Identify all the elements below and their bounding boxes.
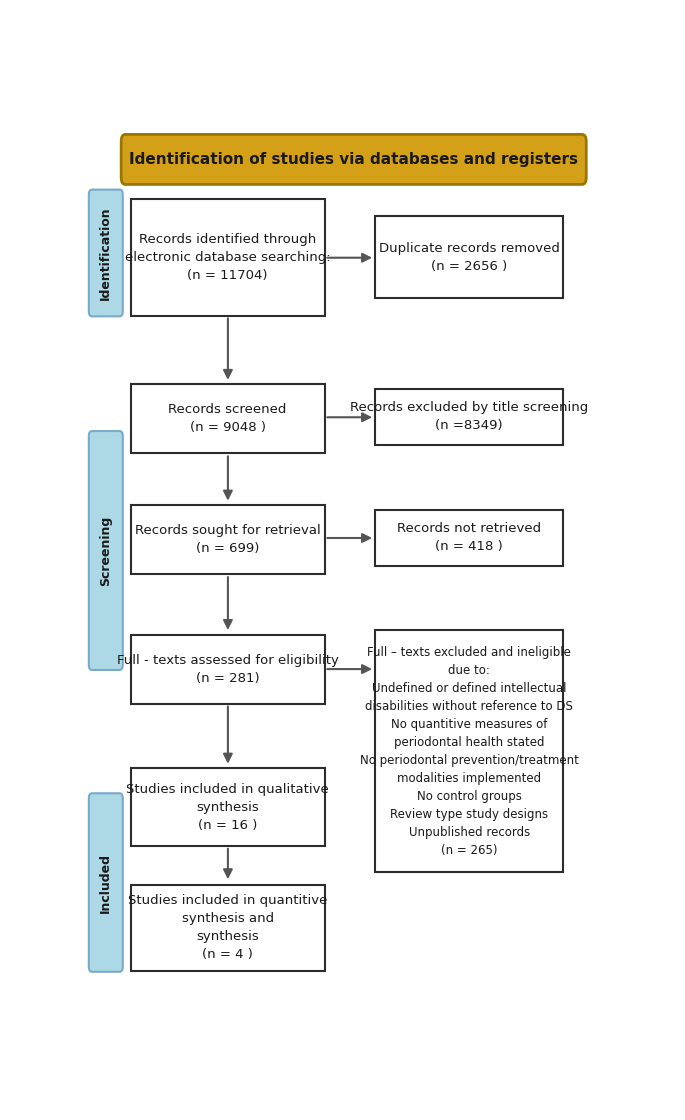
FancyBboxPatch shape — [131, 885, 325, 971]
FancyBboxPatch shape — [375, 631, 563, 871]
FancyBboxPatch shape — [375, 216, 563, 298]
Text: Included: Included — [99, 852, 112, 913]
FancyBboxPatch shape — [131, 768, 325, 846]
FancyBboxPatch shape — [89, 431, 123, 670]
FancyBboxPatch shape — [375, 389, 563, 445]
Text: Full - texts assessed for eligibility
(n = 281): Full - texts assessed for eligibility (n… — [116, 654, 338, 684]
FancyBboxPatch shape — [89, 793, 123, 972]
FancyBboxPatch shape — [89, 189, 123, 316]
Text: Screening: Screening — [99, 515, 112, 586]
Text: Records excluded by title screening
(n =8349): Records excluded by title screening (n =… — [350, 401, 588, 432]
Text: Full – texts excluded and ineligible
due to:
Undefined or defined intellectual
d: Full – texts excluded and ineligible due… — [360, 645, 579, 857]
Text: Identification of studies via databases and registers: Identification of studies via databases … — [129, 152, 578, 167]
FancyBboxPatch shape — [131, 199, 325, 316]
FancyBboxPatch shape — [131, 384, 325, 454]
Text: Records sought for retrieval
(n = 699): Records sought for retrieval (n = 699) — [135, 524, 321, 556]
Text: Studies included in quantitive
synthesis and
synthesis
(n = 4 ): Studies included in quantitive synthesis… — [128, 894, 327, 961]
Text: Duplicate records removed
(n = 2656 ): Duplicate records removed (n = 2656 ) — [379, 242, 560, 273]
FancyBboxPatch shape — [131, 635, 325, 703]
Text: Records identified through
electronic database searching:
(n = 11704): Records identified through electronic da… — [125, 233, 330, 282]
Text: Records screened
(n = 9048 ): Records screened (n = 9048 ) — [169, 403, 287, 435]
FancyBboxPatch shape — [121, 134, 586, 185]
Text: Identification: Identification — [99, 206, 112, 300]
Text: Records not retrieved
(n = 418 ): Records not retrieved (n = 418 ) — [397, 522, 541, 553]
Text: Studies included in qualitative
synthesis
(n = 16 ): Studies included in qualitative synthesi… — [126, 783, 329, 831]
FancyBboxPatch shape — [375, 510, 563, 566]
FancyBboxPatch shape — [131, 505, 325, 575]
